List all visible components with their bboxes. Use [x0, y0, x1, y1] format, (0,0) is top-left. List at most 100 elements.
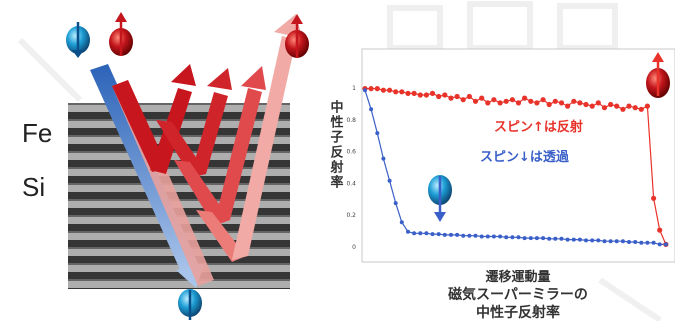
- data-point: [460, 97, 466, 103]
- data-point: [448, 95, 454, 101]
- data-point: [577, 100, 583, 106]
- y-tick-label: 0.2: [346, 212, 356, 219]
- data-point: [583, 101, 589, 108]
- reflected-spin-up-icon: [285, 14, 309, 58]
- y-tick-label: 0.4: [346, 180, 356, 187]
- data-point: [369, 107, 374, 112]
- data-point: [461, 233, 466, 238]
- data-point: [436, 93, 442, 100]
- data-point: [553, 236, 558, 241]
- data-point: [417, 92, 423, 98]
- data-point: [590, 238, 595, 243]
- data-point: [632, 105, 638, 111]
- data-point: [522, 95, 528, 101]
- data-point: [509, 97, 515, 103]
- data-point: [614, 103, 620, 109]
- data-point: [645, 240, 650, 245]
- data-point: [418, 231, 423, 236]
- data-point: [412, 231, 417, 236]
- data-point: [571, 98, 577, 104]
- data-point: [577, 237, 582, 242]
- data-point: [663, 242, 668, 247]
- data-point: [657, 227, 663, 233]
- data-point: [405, 90, 411, 96]
- data-point: [571, 237, 576, 242]
- data-point: [497, 100, 503, 106]
- reflected-beams: [112, 14, 302, 286]
- data-point: [589, 103, 595, 109]
- data-point: [540, 97, 546, 103]
- data-point: [565, 103, 571, 109]
- data-point: [406, 229, 410, 234]
- data-point: [601, 105, 608, 111]
- data-point: [546, 101, 552, 108]
- data-point: [626, 103, 632, 109]
- y-axis-ticks: 1 0.8 0.6 0.4 0.2 0: [346, 85, 356, 251]
- data-point: [436, 232, 441, 237]
- data-point: [639, 240, 644, 245]
- data-point: [485, 100, 491, 106]
- data-point: [393, 201, 398, 206]
- plot-frame: [361, 48, 675, 263]
- data-point: [473, 233, 478, 238]
- data-point: [528, 236, 533, 241]
- data-point: [479, 234, 484, 239]
- data-point: [559, 236, 564, 241]
- data-point: [363, 88, 367, 93]
- y-tick-label: 0.6: [346, 149, 356, 156]
- chart-title-line-2: 中性子反射率: [476, 304, 560, 321]
- data-point: [375, 131, 380, 136]
- y-tick-label: 0: [352, 244, 356, 251]
- legend-spin-down: スピン↓は透過: [480, 149, 570, 165]
- data-point: [455, 232, 460, 237]
- data-point: [528, 98, 534, 104]
- data-point: [608, 101, 614, 108]
- series-points: [362, 86, 669, 247]
- data-point: [503, 98, 509, 104]
- data-point: [584, 238, 588, 243]
- data-point: [596, 238, 601, 243]
- data-point: [602, 239, 607, 244]
- data-point: [498, 234, 503, 239]
- incoming-spin-down-icon: [66, 22, 90, 58]
- reflectivity-chart: 1 0.8 0.6 0.4 0.2 0: [346, 48, 675, 263]
- data-point: [442, 92, 448, 98]
- data-point: [657, 242, 662, 247]
- data-point: [491, 97, 497, 103]
- x-axis-label: 遷移運動量: [485, 269, 550, 285]
- y-axis-label: 中性子反射率: [329, 99, 345, 190]
- data-point: [429, 90, 436, 96]
- data-point: [627, 240, 631, 244]
- data-point: [516, 235, 521, 240]
- data-point: [651, 195, 657, 201]
- data-point: [411, 90, 417, 96]
- data-point: [466, 93, 472, 100]
- data-point: [472, 98, 479, 104]
- data-point: [454, 93, 460, 100]
- data-point: [534, 100, 540, 106]
- data-point: [380, 87, 386, 93]
- transmitted-spin-down-icon: [178, 289, 202, 320]
- y-tick-label: 1: [352, 85, 356, 92]
- data-point: [430, 232, 435, 237]
- data-point: [399, 220, 404, 225]
- data-point: [368, 86, 374, 92]
- data-point: [522, 236, 527, 241]
- data-point: [387, 87, 393, 93]
- data-point: [399, 89, 405, 95]
- data-point: [479, 95, 485, 101]
- legend-spin-up: スピン↑は反射: [494, 119, 583, 135]
- data-point: [552, 98, 558, 104]
- data-point: [393, 89, 399, 95]
- incoming-spin-up-icon: [109, 12, 133, 56]
- data-point: [491, 234, 496, 239]
- data-point: [565, 237, 570, 242]
- chart-spin-down-icon: [428, 175, 452, 222]
- data-point: [651, 240, 656, 245]
- layer-label-si: Si: [22, 172, 45, 202]
- y-tick-label: 0.8: [346, 117, 356, 124]
- data-point: [638, 106, 644, 112]
- data-point: [485, 234, 490, 239]
- data-point: [424, 231, 429, 236]
